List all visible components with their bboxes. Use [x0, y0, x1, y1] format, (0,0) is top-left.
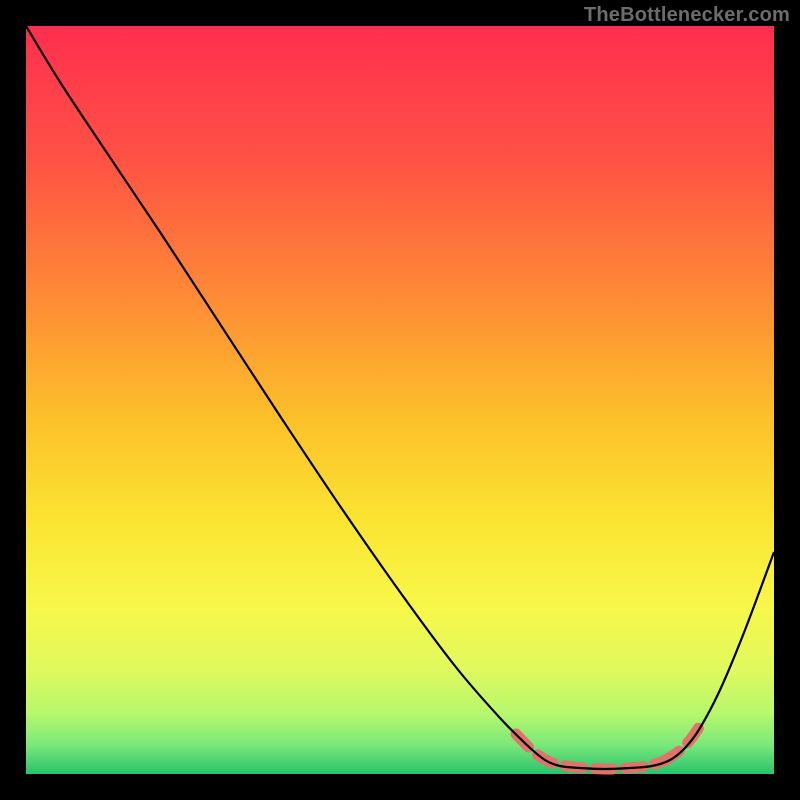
- curve-svg: [0, 0, 800, 800]
- watermark-text: TheBottlenecker.com: [584, 4, 790, 27]
- highlight-segment: [516, 734, 664, 769]
- bottleneck-curve: [26, 26, 774, 769]
- chart-stage: TheBottlenecker.com: [0, 0, 800, 800]
- highlight-segment: [664, 726, 700, 761]
- valley-highlight: [516, 726, 700, 769]
